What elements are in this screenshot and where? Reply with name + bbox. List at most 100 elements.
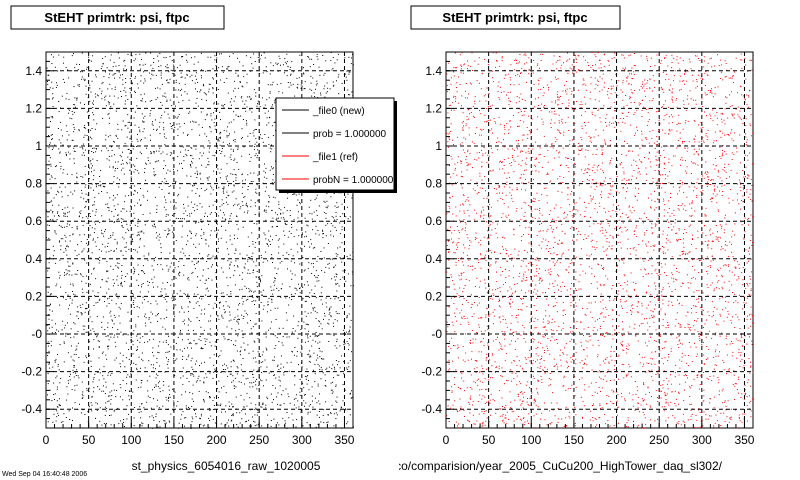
- data-point: [251, 301, 253, 302]
- data-point: [318, 325, 320, 327]
- data-point: [209, 397, 211, 399]
- data-point: [531, 316, 533, 318]
- data-point: [178, 271, 180, 273]
- data-point: [271, 210, 273, 211]
- data-point: [328, 262, 330, 264]
- data-point: [553, 55, 555, 57]
- data-point: [133, 60, 135, 62]
- data-point: [112, 383, 114, 385]
- data-point: [158, 345, 159, 347]
- data-point: [106, 358, 108, 360]
- data-point: [252, 181, 254, 182]
- data-point: [182, 383, 184, 385]
- data-point: [449, 197, 451, 198]
- data-point: [725, 296, 726, 298]
- data-point: [184, 427, 186, 429]
- data-point: [558, 239, 560, 241]
- data-point: [73, 322, 75, 324]
- data-point: [123, 238, 125, 240]
- data-point: [122, 74, 123, 76]
- data-point: [313, 92, 315, 94]
- data-point: [209, 357, 211, 359]
- data-point: [189, 71, 191, 72]
- data-point: [47, 355, 49, 356]
- data-point: [289, 215, 291, 216]
- data-point: [118, 71, 120, 73]
- data-point: [257, 332, 259, 334]
- data-point: [159, 147, 161, 149]
- data-point: [687, 253, 689, 255]
- data-point: [60, 142, 62, 144]
- data-point: [286, 61, 288, 63]
- data-point: [664, 406, 666, 408]
- data-point: [237, 321, 239, 323]
- data-point: [186, 74, 188, 76]
- data-point: [264, 104, 266, 106]
- data-point: [304, 405, 305, 407]
- data-point: [275, 219, 277, 221]
- data-point: [322, 233, 324, 235]
- data-point: [694, 269, 696, 271]
- data-point: [77, 331, 79, 332]
- data-point: [489, 402, 491, 404]
- data-point: [159, 236, 161, 238]
- data-point: [238, 328, 240, 330]
- data-point: [197, 301, 199, 303]
- data-point: [106, 281, 108, 283]
- data-point: [274, 307, 276, 309]
- data-point: [90, 91, 92, 93]
- data-point: [301, 85, 303, 87]
- data-point: [650, 336, 651, 338]
- data-point: [549, 210, 551, 212]
- data-point: [81, 189, 82, 191]
- data-point: [277, 62, 279, 64]
- data-point: [140, 205, 142, 206]
- data-point: [56, 400, 58, 402]
- data-point: [315, 359, 317, 361]
- data-point: [67, 261, 69, 263]
- data-point: [153, 286, 154, 288]
- data-point: [165, 209, 167, 211]
- data-point: [193, 400, 194, 402]
- data-point: [57, 70, 59, 72]
- data-point: [95, 76, 97, 78]
- data-point: [277, 268, 279, 270]
- data-point: [229, 264, 231, 266]
- data-point: [214, 128, 216, 130]
- data-point: [297, 400, 299, 402]
- data-point: [51, 319, 53, 321]
- data-point: [131, 220, 133, 221]
- data-point: [238, 203, 240, 205]
- data-point: [330, 52, 332, 54]
- data-point: [660, 308, 662, 310]
- data-point: [149, 100, 151, 102]
- data-point: [178, 193, 180, 195]
- data-point: [304, 311, 306, 313]
- data-point: [533, 178, 534, 180]
- data-point: [284, 61, 286, 63]
- data-point: [223, 129, 225, 131]
- data-point: [168, 82, 170, 84]
- data-point: [243, 316, 245, 317]
- data-point: [240, 206, 242, 208]
- data-point: [331, 389, 333, 391]
- data-point: [673, 281, 675, 283]
- data-point: [111, 150, 113, 151]
- data-point: [308, 296, 310, 298]
- data-point: [513, 149, 515, 151]
- data-point: [133, 300, 135, 301]
- data-point: [557, 418, 559, 420]
- data-point: [190, 231, 192, 233]
- data-point: [122, 236, 124, 238]
- y-tick-label: 0.4: [25, 252, 42, 266]
- data-point: [278, 290, 280, 292]
- data-point: [113, 389, 115, 391]
- data-point: [312, 400, 313, 402]
- data-point: [210, 115, 212, 117]
- data-point: [178, 422, 180, 424]
- data-point: [125, 232, 127, 234]
- data-point: [245, 55, 247, 57]
- data-point: [469, 403, 471, 405]
- data-point: [210, 185, 212, 187]
- data-point: [84, 127, 86, 129]
